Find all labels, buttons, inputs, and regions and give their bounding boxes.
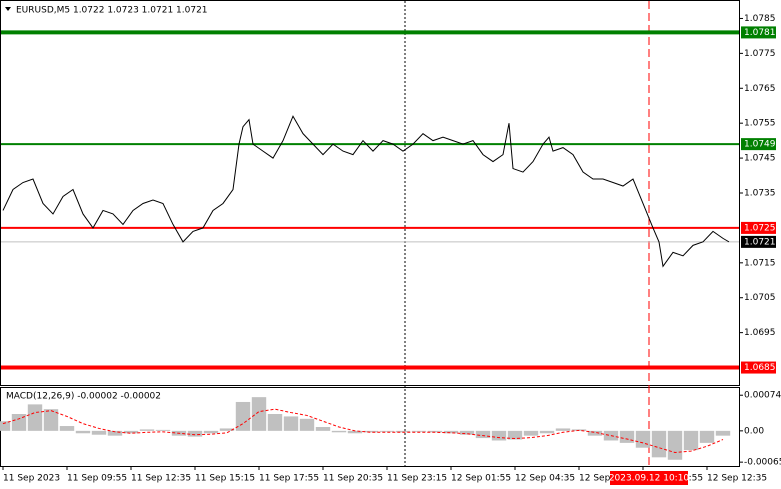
- histogram-bar: [619, 430, 635, 443]
- x-tick-label: 11 Sep 15:15: [195, 474, 255, 484]
- time-marker-box: [610, 471, 688, 485]
- y-tick-label: 1.0765: [744, 84, 776, 94]
- histogram-bar: [683, 430, 699, 451]
- histogram-bar: [475, 430, 491, 439]
- histogram-bar: [267, 414, 283, 431]
- histogram-bar: [347, 430, 363, 434]
- level-label-box: [741, 26, 776, 39]
- histogram-bar: [107, 430, 123, 436]
- histogram-bar: [11, 414, 27, 431]
- last-price-box: [741, 235, 776, 248]
- price-line: [2, 115, 730, 268]
- y-tick-label: -0.00065: [744, 458, 781, 468]
- y-tick-label: 1.0735: [744, 189, 776, 199]
- histogram-bar: [555, 428, 571, 431]
- histogram-bar: [411, 430, 427, 432]
- y-tick-label: 0.00: [744, 426, 764, 436]
- level-label: 1.0749: [744, 140, 776, 150]
- histogram-bar: [75, 430, 91, 434]
- y-tick-label: 1.0755: [744, 119, 776, 129]
- histogram-bar: [187, 430, 203, 437]
- x-tick-label: 12 Sep 12:35: [707, 474, 767, 484]
- histogram-bar: [635, 430, 651, 448]
- x-tick-label: 11 Sep 2023: [3, 474, 60, 484]
- histogram-bar: [651, 430, 667, 458]
- level-label: 1.0725: [744, 223, 776, 233]
- histogram-bar: [715, 430, 731, 436]
- x-tick-label: 11 Sep 20:35: [323, 474, 383, 484]
- x-tick-label: 11 Sep 09:55: [67, 474, 127, 484]
- histogram-bar: [459, 430, 475, 435]
- histogram-bar: [331, 430, 347, 433]
- histogram-bar: [139, 429, 155, 431]
- x-tick-label: 12 Sep 01:55: [451, 474, 511, 484]
- histogram-bar: [235, 401, 251, 431]
- histogram-bar: [0, 421, 11, 431]
- x-tick-label: 11 Sep 23:15: [387, 474, 447, 484]
- histogram-bar: [91, 430, 107, 435]
- level-label: 1.0685: [744, 363, 776, 373]
- last-price-label: 1.0721: [744, 237, 776, 247]
- signal-line: [2, 408, 724, 454]
- y-tick-label: 1.0705: [744, 293, 776, 303]
- histogram-bar: [667, 430, 683, 460]
- histogram-bar: [363, 430, 379, 433]
- histogram-bar: [315, 427, 331, 431]
- macd-title: MACD(12,26,9) -0.00002 -0.00002: [6, 392, 161, 402]
- histogram-bar: [491, 430, 507, 441]
- level-label: 1.0781: [744, 28, 776, 38]
- x-tick-label: 12 Sep 07:15: [579, 474, 639, 484]
- histogram-bar: [43, 409, 59, 431]
- menu-arrow: [5, 7, 11, 11]
- level-label-box: [741, 221, 776, 234]
- y-tick-label: 0.00074: [744, 391, 781, 401]
- histogram-bar: [251, 397, 267, 431]
- histogram-bar: [155, 429, 171, 431]
- y-tick-label: 1.0695: [744, 328, 776, 338]
- histogram-bar: [283, 416, 299, 431]
- x-tick-label: 11 Sep 12:35: [131, 474, 191, 484]
- histogram-bar: [507, 430, 523, 440]
- y-tick-label: 1.0745: [744, 154, 776, 164]
- histogram-bar: [427, 430, 443, 433]
- histogram-bar: [539, 430, 555, 434]
- x-tick-label: 12 Sep 04:35: [515, 474, 575, 484]
- histogram-bar: [443, 430, 459, 434]
- y-tick-label: 1.0785: [744, 14, 776, 24]
- histogram-bar: [523, 430, 539, 436]
- x-tick-label: 11 Sep 17:55: [259, 474, 319, 484]
- histogram-bar: [587, 430, 603, 436]
- histogram-bar: [379, 430, 395, 432]
- level-label-box: [741, 361, 776, 374]
- histogram-bar: [59, 426, 75, 431]
- chart-title: EURUSD,M5 1.0722 1.0723 1.0721 1.0721: [16, 6, 208, 16]
- time-marker-label: 2023.09.12 10:10: [609, 474, 690, 484]
- histogram-bar: [699, 430, 715, 443]
- histogram-bar: [27, 404, 43, 431]
- y-tick-label: 1.0715: [744, 258, 776, 268]
- y-tick-label: 1.0775: [744, 49, 776, 59]
- histogram-bar: [203, 430, 219, 434]
- level-label-box: [741, 138, 776, 151]
- histogram-bar: [299, 418, 315, 431]
- histogram-bar: [219, 428, 235, 431]
- histogram-bar: [123, 430, 139, 434]
- histogram-bar: [395, 430, 411, 433]
